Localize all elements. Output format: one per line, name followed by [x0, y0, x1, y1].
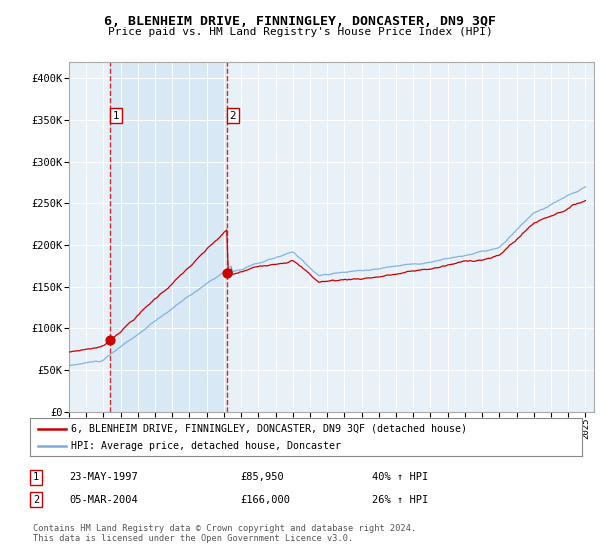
Text: 2: 2	[229, 111, 236, 121]
Text: HPI: Average price, detached house, Doncaster: HPI: Average price, detached house, Donc…	[71, 441, 341, 451]
Text: Contains HM Land Registry data © Crown copyright and database right 2024.
This d: Contains HM Land Registry data © Crown c…	[33, 524, 416, 543]
Point	[105, 335, 115, 344]
Text: 05-MAR-2004: 05-MAR-2004	[69, 494, 138, 505]
Text: 1: 1	[33, 472, 39, 482]
Text: 2: 2	[33, 494, 39, 505]
Text: 6, BLENHEIM DRIVE, FINNINGLEY, DONCASTER, DN9 3QF (detached house): 6, BLENHEIM DRIVE, FINNINGLEY, DONCASTER…	[71, 424, 467, 434]
Text: 23-MAY-1997: 23-MAY-1997	[69, 472, 138, 482]
Text: £85,950: £85,950	[240, 472, 284, 482]
Text: Price paid vs. HM Land Registry's House Price Index (HPI): Price paid vs. HM Land Registry's House …	[107, 27, 493, 37]
Text: 1: 1	[113, 111, 119, 121]
Point	[222, 269, 232, 278]
Text: 6, BLENHEIM DRIVE, FINNINGLEY, DONCASTER, DN9 3QF: 6, BLENHEIM DRIVE, FINNINGLEY, DONCASTER…	[104, 15, 496, 28]
Bar	[110, 62, 227, 412]
Text: 40% ↑ HPI: 40% ↑ HPI	[372, 472, 428, 482]
Text: 26% ↑ HPI: 26% ↑ HPI	[372, 494, 428, 505]
Text: £166,000: £166,000	[240, 494, 290, 505]
